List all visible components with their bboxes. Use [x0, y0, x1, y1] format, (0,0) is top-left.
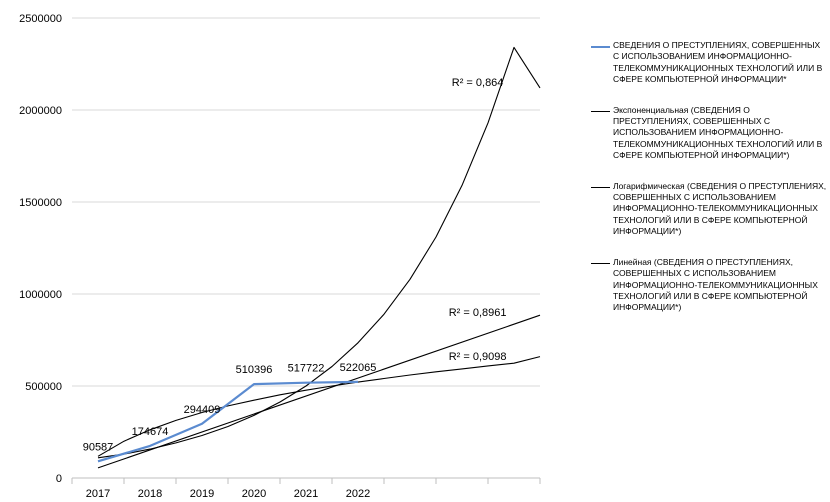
- trendline-logarithmic: [97, 356, 541, 457]
- data-label-1: 174674: [132, 426, 169, 438]
- legend-label-logarithmic: Логарифмическая (СВЕДЕНИЯ О ПРЕСТУПЛЕНИЯ…: [613, 180, 827, 237]
- data-labels: 90587 174674 294409 510396 517722 522065: [83, 362, 377, 453]
- r2-label-logarithmic: R² = 0,9098: [449, 351, 507, 363]
- y-tick-label-1: 500000: [25, 381, 62, 393]
- data-label-3: 510396: [236, 364, 273, 376]
- data-label-4: 517722: [288, 363, 325, 375]
- legend-item-logarithmic: Логарифмическая (СВЕДЕНИЯ О ПРЕСТУПЛЕНИЯ…: [591, 181, 827, 238]
- y-tick-label-2: 1000000: [19, 289, 62, 301]
- x-axis-ticks: 2017 2018 2019 2020 2021 2022: [71, 478, 541, 500]
- r2-label-linear: R² = 0,8961: [449, 307, 507, 319]
- x-tick-label-4: 2021: [294, 488, 318, 500]
- data-label-0: 90587: [83, 441, 114, 453]
- x-tick-label-0: 2017: [86, 488, 110, 500]
- x-tick-label-2: 2019: [190, 488, 214, 500]
- r2-labels: R² = 0,864 R² = 0,8961 R² = 0,9098: [449, 77, 507, 363]
- data-label-2: 294409: [184, 404, 221, 416]
- x-tick-label-1: 2018: [138, 488, 162, 500]
- legend: СВЕДЕНИЯ О ПРЕСТУПЛЕНИЯХ, СОВЕРШЕННЫХ С …: [591, 40, 827, 333]
- trendline-linear: [97, 314, 541, 469]
- data-series: [97, 380, 359, 463]
- legend-label-series: СВЕДЕНИЯ О ПРЕСТУПЛЕНИЯХ, СОВЕРШЕННЫХ С …: [613, 40, 823, 85]
- y-tick-label-4: 2000000: [19, 105, 62, 117]
- y-tick-label-0: 0: [56, 473, 62, 485]
- y-tick-label-5: 2500000: [19, 13, 62, 25]
- legend-swatch-series: [591, 46, 610, 48]
- legend-swatch-logarithmic: [591, 186, 610, 188]
- legend-label-exponential: Экспоненциальная (СВЕДЕНИЯ О ПРЕСТУПЛЕНИ…: [613, 104, 823, 161]
- y-tick-label-3: 1500000: [19, 197, 62, 209]
- legend-swatch-exponential: [591, 110, 610, 112]
- r2-label-exponential: R² = 0,864: [452, 77, 504, 89]
- horizontal-gridlines: [72, 17, 540, 387]
- x-tick-label-5: 2022: [346, 488, 370, 500]
- legend-item-linear: Линейная (СВЕДЕНИЯ О ПРЕСТУПЛЕНИЯХ, СОВЕ…: [591, 257, 827, 314]
- trendlines: [97, 46, 541, 469]
- trendline-exponential: [97, 46, 541, 459]
- x-tick-label-3: 2020: [242, 488, 266, 500]
- legend-label-linear: Линейная (СВЕДЕНИЯ О ПРЕСТУПЛЕНИЯХ, СОВЕ…: [613, 256, 818, 313]
- legend-swatch-linear: [591, 262, 610, 264]
- series-line-0: [97, 380, 359, 463]
- legend-item-exponential: Экспоненциальная (СВЕДЕНИЯ О ПРЕСТУПЛЕНИ…: [591, 105, 827, 162]
- legend-item-series: СВЕДЕНИЯ О ПРЕСТУПЛЕНИЯХ, СОВЕРШЕННЫХ С …: [591, 40, 827, 86]
- y-axis-ticks: 0 500000 1000000 1500000 2000000 2500000: [19, 13, 62, 485]
- data-label-5: 522065: [340, 362, 377, 374]
